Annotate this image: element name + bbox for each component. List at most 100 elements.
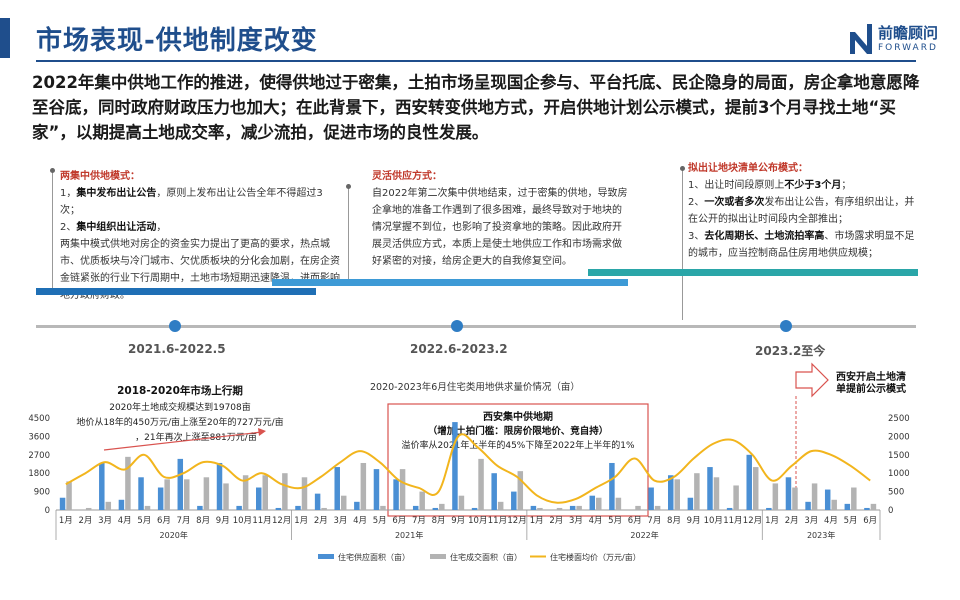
annot-right-arrow-icon (795, 362, 829, 398)
x-tick-1: 2月 (78, 516, 92, 526)
bar-supply-37 (785, 477, 792, 510)
title-accent-bar (0, 18, 10, 58)
bar-sold-17 (399, 469, 406, 510)
bar-supply-14 (334, 467, 340, 510)
y-right-tick-0: 0 (888, 506, 893, 516)
x-tick-10: 11月 (252, 516, 271, 526)
bar-supply-10 (256, 487, 262, 510)
x-tick-15: 4月 (353, 516, 367, 526)
x-tick-6: 7月 (177, 516, 191, 526)
x-tick-2: 3月 (98, 516, 112, 526)
bar-supply-39 (824, 489, 831, 510)
page-title: 市场表现-供地制度改变 (36, 26, 318, 56)
x-tick-30: 7月 (647, 516, 661, 526)
bar-sold-39 (831, 499, 837, 510)
x-tick-5: 6月 (157, 516, 171, 526)
y-left-tick-3: 2700 (28, 451, 50, 461)
bar-supply-7 (197, 505, 203, 510)
x-tick-14: 3月 (334, 516, 348, 526)
bar-sold-28 (615, 497, 622, 510)
phase-2-connector-dot (346, 184, 351, 189)
x-tick-26: 3月 (569, 516, 583, 526)
phase-3-line-3: 3、去化周期长、土地流拍率高、市场露求明显不足的城市，应当控制商品住房用地供应规… (688, 231, 915, 259)
phase-3-box: 拟出让地块清单公布模式： 1、出让时间段原则上不少于3个月； 2、一次或者多次发… (688, 160, 920, 262)
bar-sold-5 (164, 479, 170, 510)
bar-supply-26 (569, 505, 576, 510)
bar-sold-4 (144, 505, 151, 510)
bar-sold-31 (674, 479, 680, 510)
bar-supply-21 (471, 507, 478, 510)
y-left-tick-4: 3600 (28, 432, 50, 442)
bar-supply-32 (687, 497, 694, 510)
x-tick-21: 10月 (468, 516, 487, 526)
annot-mid-title: 西安集中供地期 (483, 410, 553, 423)
annot-left-line1: 2020年土地成交规模达到19708亩 (109, 401, 251, 413)
bar-sold-18 (419, 491, 425, 510)
bar-supply-9 (236, 505, 242, 510)
bar-supply-24 (530, 505, 537, 510)
x-tick-17: 6月 (392, 516, 406, 526)
bar-supply-11 (275, 507, 282, 510)
bar-supply-6 (177, 458, 184, 510)
title-divider (36, 60, 916, 62)
bar-sold-13 (321, 507, 327, 510)
logo-mark-icon (849, 24, 872, 54)
bar-sold-15 (360, 462, 367, 510)
year-label-0: 2020年 (160, 530, 188, 540)
annot-left-arrow (103, 431, 263, 451)
y-right-tick-5: 2500 (888, 414, 910, 424)
x-tick-29: 6月 (628, 516, 642, 526)
bar-supply-23 (511, 491, 517, 510)
bar-sold-6 (184, 479, 190, 510)
annot-right-title-1: 西安开启土地清 (836, 370, 906, 383)
x-tick-12: 1月 (294, 516, 308, 526)
x-tick-0: 1月 (59, 516, 73, 526)
bar-sold-29 (635, 505, 641, 510)
bar-sold-0 (66, 481, 72, 510)
phase-2-heading: 灵活供应方式： (372, 171, 442, 182)
timeline-marker-3 (780, 320, 792, 332)
year-label-3: 2023年 (807, 530, 835, 540)
y-right-tick-2: 1000 (888, 469, 910, 479)
timeline-marker-2 (451, 320, 463, 332)
bar-supply-4 (138, 477, 144, 510)
phase-2-box: 灵活供应方式： 自2022年第二次集中供地结束，过于密集的供地，导致房企拿地的准… (372, 168, 630, 270)
bar-supply-17 (393, 479, 399, 510)
x-tick-20: 9月 (451, 516, 465, 526)
y-right-tick-4: 2000 (888, 432, 910, 442)
x-tick-16: 5月 (373, 516, 387, 526)
bar-sold-35 (752, 467, 759, 510)
x-tick-34: 11月 (723, 516, 742, 526)
timeline-axis (36, 325, 916, 328)
x-tick-39: 4月 (824, 516, 838, 526)
bar-supply-2 (99, 462, 105, 510)
bar-sold-7 (203, 477, 210, 510)
bar-supply-30 (648, 487, 654, 510)
timeline-label-1: 2021.6-2022.5 (128, 342, 226, 356)
annot-mid-box (387, 403, 649, 517)
bar-sold-40 (851, 487, 857, 510)
bar-supply-33 (707, 467, 713, 510)
x-tick-36: 1月 (765, 516, 779, 526)
y-left-tick-5: 4500 (28, 414, 50, 424)
x-tick-35: 12月 (743, 516, 762, 526)
bar-supply-0 (59, 497, 66, 510)
bar-supply-19 (432, 507, 439, 510)
x-tick-22: 11月 (488, 516, 507, 526)
annot-left-title: 2018-2020年市场上行期 (117, 384, 243, 397)
bar-supply-5 (157, 487, 164, 510)
supply-demand-chart: 2020-2023年6月住宅类用地供求量价情况（亩） 2018-2020年市场上… (28, 362, 910, 562)
phase-2-body: 自2022年第二次集中供地结束，过于密集的供地，导致房企拿地的准备工作遇到了很多… (372, 188, 628, 267)
bar-sold-36 (772, 483, 779, 510)
phase-3-line-1: 1、出让时间段原则上不少于3个月； (688, 180, 852, 191)
x-tick-41: 6月 (863, 516, 877, 526)
bar-sold-10 (262, 475, 268, 510)
chart-title: 2020-2023年6月住宅类用地供求量价情况（亩） (370, 381, 580, 393)
logo-cn-text: 前瞻顾问 (877, 23, 938, 42)
phase-3-band (588, 269, 918, 276)
brand-logo: 前瞻顾问 FORWARD (849, 22, 938, 56)
bar-supply-15 (354, 501, 360, 510)
y-left-tick-2: 1800 (28, 469, 50, 479)
bar-supply-22 (491, 473, 497, 510)
timeline-marker-1 (169, 320, 181, 332)
